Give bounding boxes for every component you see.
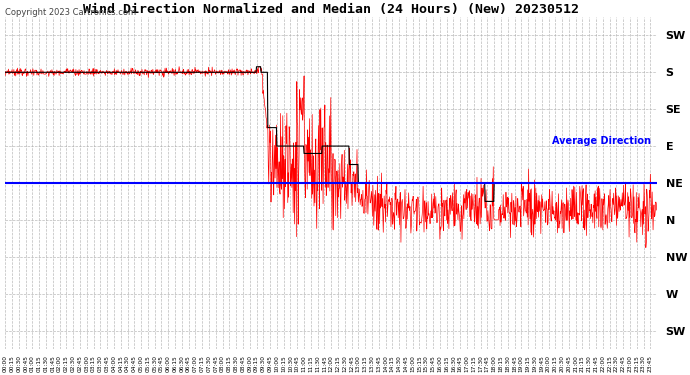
Title: Wind Direction Normalized and Median (24 Hours) (New) 20230512: Wind Direction Normalized and Median (24… [83,3,579,16]
Text: Copyright 2023 Cartronics.com: Copyright 2023 Cartronics.com [6,8,137,17]
Text: Average Direction: Average Direction [551,136,651,146]
